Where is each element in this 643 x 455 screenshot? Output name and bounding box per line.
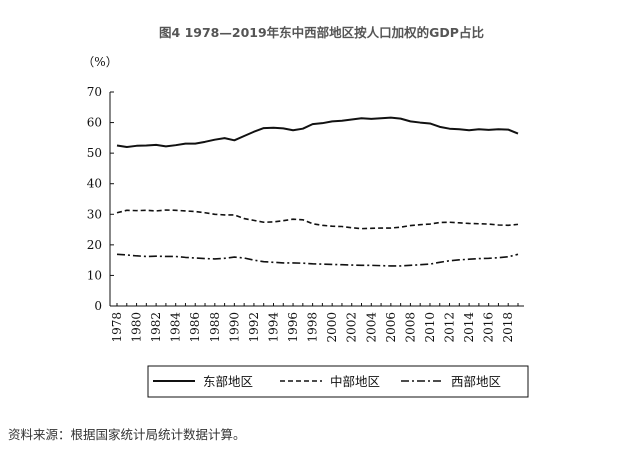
x-tick-label: 1982 xyxy=(149,312,163,343)
x-tick-label: 2010 xyxy=(423,312,437,343)
x-tick-label: 2004 xyxy=(364,312,378,343)
series-line-1 xyxy=(116,116,519,149)
x-tick-label: 2016 xyxy=(482,312,496,343)
x-tick-label: 2002 xyxy=(345,312,359,343)
series-lines xyxy=(116,116,519,267)
x-tick-label: 1994 xyxy=(266,312,280,343)
series-line-3 xyxy=(116,253,519,267)
legend-label-2: 中部地区 xyxy=(330,374,380,389)
legend: 东部地区 中部地区 西部地区 xyxy=(147,365,529,398)
y-tick-label: 60 xyxy=(87,116,102,130)
series-line-2 xyxy=(116,209,519,230)
y-tick-label: 30 xyxy=(87,207,102,221)
y-axis-ticks: 0 10 20 30 40 50 60 70 xyxy=(87,85,114,313)
x-tick-label: 2018 xyxy=(501,312,515,343)
x-tick-label: 1980 xyxy=(130,312,144,343)
x-tick-label: 2014 xyxy=(462,312,476,343)
y-tick-label: 40 xyxy=(87,177,102,191)
source-note: 资料来源：根据国家统计局统计数据计算。 xyxy=(8,427,246,442)
y-axis-unit-label: （%） xyxy=(82,55,117,69)
x-axis-ticks: 1978 1980 1982 1984 1986 1988 1990 1992 1994 1996… xyxy=(110,303,519,343)
x-tick-label: 1998 xyxy=(306,312,320,343)
x-tick-label: 1990 xyxy=(227,312,241,343)
x-tick-label: 1978 xyxy=(110,312,124,343)
x-tick-label: 2008 xyxy=(403,312,417,343)
y-tick-label: 10 xyxy=(87,268,102,282)
y-tick-label: 50 xyxy=(87,146,102,160)
legend-label-3: 西部地区 xyxy=(451,374,501,389)
legend-label-1: 东部地区 xyxy=(203,374,253,389)
x-tick-label: 1984 xyxy=(169,312,183,343)
x-tick-label: 2012 xyxy=(443,312,457,343)
x-tick-label: 1996 xyxy=(286,312,300,343)
x-tick-label: 1992 xyxy=(247,312,261,343)
chart-title: 图4 1978—2019年东中西部地区按人口加权的GDP占比 xyxy=(159,25,484,40)
x-tick-label: 2000 xyxy=(325,312,339,343)
x-tick-label: 1988 xyxy=(208,312,222,343)
x-tick-label: 2006 xyxy=(384,312,398,343)
y-tick-label: 0 xyxy=(94,299,102,313)
x-tick-label: 1986 xyxy=(188,312,202,343)
y-tick-label: 20 xyxy=(87,238,102,252)
legend-box xyxy=(147,365,529,398)
y-tick-label: 70 xyxy=(87,85,102,99)
